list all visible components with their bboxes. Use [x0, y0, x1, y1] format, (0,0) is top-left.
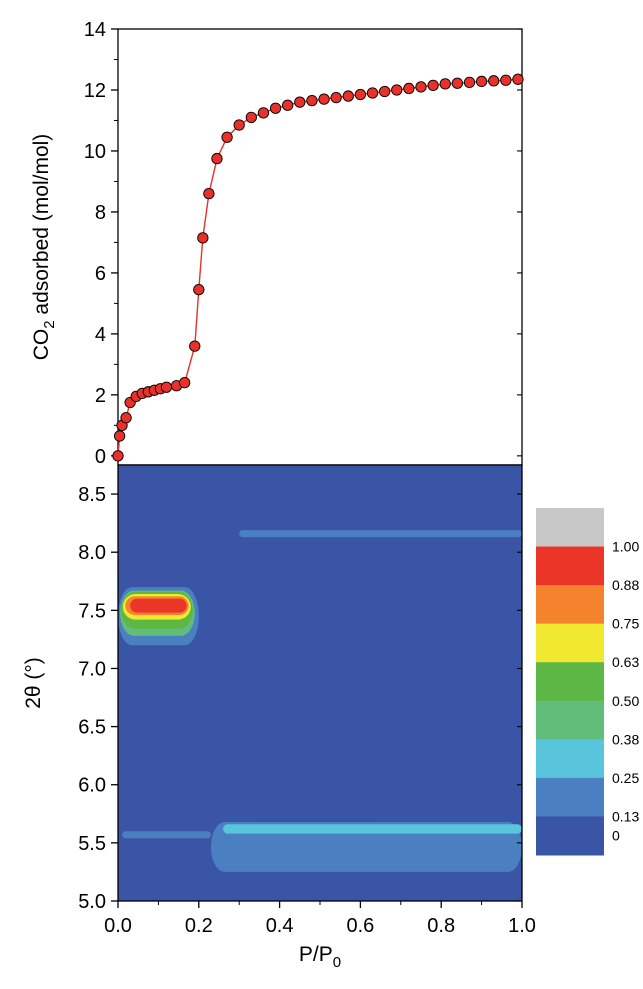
contour-y-tick-label: 7.5 — [78, 600, 106, 622]
contour-band-8.5 — [214, 484, 522, 509]
isotherm-point — [475, 75, 488, 88]
isotherm-y-tick-label: 6 — [95, 263, 106, 285]
colorbar-label: 1.00 — [612, 539, 639, 555]
colorbar-label: 0.88 — [612, 577, 639, 593]
isotherm-point — [378, 85, 391, 98]
isotherm-point — [179, 377, 191, 389]
isotherm-point — [113, 430, 126, 442]
colorbar-swatch — [536, 662, 604, 702]
isotherm-point — [306, 95, 318, 107]
isotherm-points — [112, 73, 524, 462]
contour-x-tick-label: 1.0 — [508, 915, 536, 937]
colorbar-label: 0.38 — [612, 731, 639, 747]
isotherm-line — [117, 78, 519, 456]
isotherm-point — [189, 340, 201, 352]
contour-x-tick-label: 0.4 — [266, 915, 294, 937]
isotherm-y-tick-label: 12 — [84, 80, 106, 102]
colorbar-swatch — [536, 739, 604, 779]
isotherm-point — [391, 84, 403, 96]
contour-x-tick-label: 0.0 — [104, 915, 132, 937]
contour-y-tick-label: 6.0 — [78, 775, 106, 797]
isotherm-point — [221, 131, 233, 143]
contour-panel: 5.0 5.5 6.0 6.5 7.0 7.5 8.0 8.5 0.0 0.2 0.4 0.6 0.8… — [22, 464, 536, 971]
isotherm-y-axis-label: CO2 adsorbed (mol/mol) — [30, 134, 58, 361]
colorbar-label: 0.13 — [612, 808, 639, 824]
isotherm-y-tick-label: 2 — [95, 385, 106, 407]
isotherm-point — [366, 87, 379, 99]
isotherm-point — [512, 73, 524, 85]
colorbar-swatches — [536, 508, 604, 856]
colorbar-label: 0.75 — [612, 616, 639, 632]
contour-x-tick-label: 0.8 — [427, 915, 455, 937]
contour-y-tick-label: 8.0 — [78, 542, 106, 564]
contour-lower-strip — [223, 824, 522, 834]
contour-y-tick-label: 5.5 — [78, 833, 106, 855]
colorbar-label: 0 — [612, 828, 620, 844]
isotherm-y-tick-label: 8 — [95, 202, 106, 224]
contour-lower-main — [210, 821, 522, 872]
contour-regions — [118, 484, 522, 885]
isotherm-point — [245, 111, 257, 124]
colorbar-swatch — [536, 546, 604, 586]
isotherm-point — [342, 90, 354, 102]
isotherm-point — [415, 81, 427, 93]
colorbar-labels: 1.00 0.88 0.75 0.63 0.50 0.38 0.25 0.13 0 — [612, 539, 639, 844]
colorbar-swatch — [536, 700, 604, 740]
isotherm-point — [269, 102, 282, 114]
contour-y-tick-label: 8.5 — [78, 484, 106, 506]
isotherm-point — [160, 381, 173, 393]
colorbar-label: 0.25 — [612, 770, 639, 786]
isotherm-point — [203, 187, 215, 200]
isotherm-point — [211, 152, 223, 165]
contour-y-ticks: 5.0 5.5 6.0 6.5 7.0 7.5 8.0 8.5 — [78, 484, 522, 913]
isotherm-point — [488, 75, 500, 87]
isotherm-point — [403, 82, 415, 95]
isotherm-panel: 0 2 4 6 8 10 12 14 CO2 adsorbed (mol/mol) — [30, 19, 524, 468]
colorbar-swatch — [536, 585, 604, 625]
contour-lower-left — [122, 831, 211, 839]
contour-y-tick-label: 6.5 — [78, 717, 106, 739]
isotherm-plot-frame — [117, 28, 523, 466]
isotherm-point — [354, 88, 367, 101]
isotherm-y-tick-label: 4 — [95, 324, 106, 346]
isotherm-point — [439, 78, 451, 90]
colorbar-swatch — [536, 777, 604, 817]
colorbar: 1.00 0.88 0.75 0.63 0.50 0.38 0.25 0.13 0 — [536, 508, 639, 856]
colorbar-label: 0.50 — [612, 693, 639, 709]
contour-x-axis-label: P/P0 — [299, 943, 341, 971]
isotherm-point — [257, 107, 270, 119]
isotherm-point — [197, 232, 209, 244]
isotherm-point — [112, 450, 124, 462]
contour-y-tick-label: 5.0 — [78, 891, 106, 913]
colorbar-label: 0.63 — [612, 654, 639, 670]
isotherm-point — [427, 79, 439, 92]
isotherm-point — [451, 77, 464, 89]
colorbar-swatch — [536, 508, 604, 548]
isotherm-point — [318, 93, 330, 105]
colorbar-swatch — [536, 623, 604, 663]
isotherm-y-tick-label: 14 — [84, 19, 106, 41]
contour-x-ticks: 0.0 0.2 0.4 0.6 0.8 1.0 — [104, 901, 536, 937]
isotherm-point — [193, 284, 205, 296]
isotherm-point — [120, 412, 132, 424]
contour-band-6.95 — [227, 669, 494, 677]
isotherm-point — [463, 76, 476, 89]
isotherm-y-tick-label: 10 — [84, 141, 106, 163]
contour-peak-1.00 — [130, 598, 187, 613]
isotherm-y-tick-label: 0 — [95, 446, 106, 468]
contour-band-8.15 — [239, 530, 522, 538]
isotherm-point — [330, 91, 342, 104]
contour-y-axis-label: 2θ (°) — [22, 657, 45, 709]
isotherm-point — [233, 119, 245, 131]
contour-x-tick-label: 0.2 — [185, 915, 213, 937]
colorbar-swatch — [536, 816, 604, 856]
contour-y-tick-label: 7.0 — [78, 658, 106, 680]
contour-x-tick-label: 0.6 — [346, 915, 374, 937]
isotherm-point — [500, 74, 512, 86]
isotherm-point — [282, 99, 294, 111]
isotherm-point — [294, 96, 306, 108]
